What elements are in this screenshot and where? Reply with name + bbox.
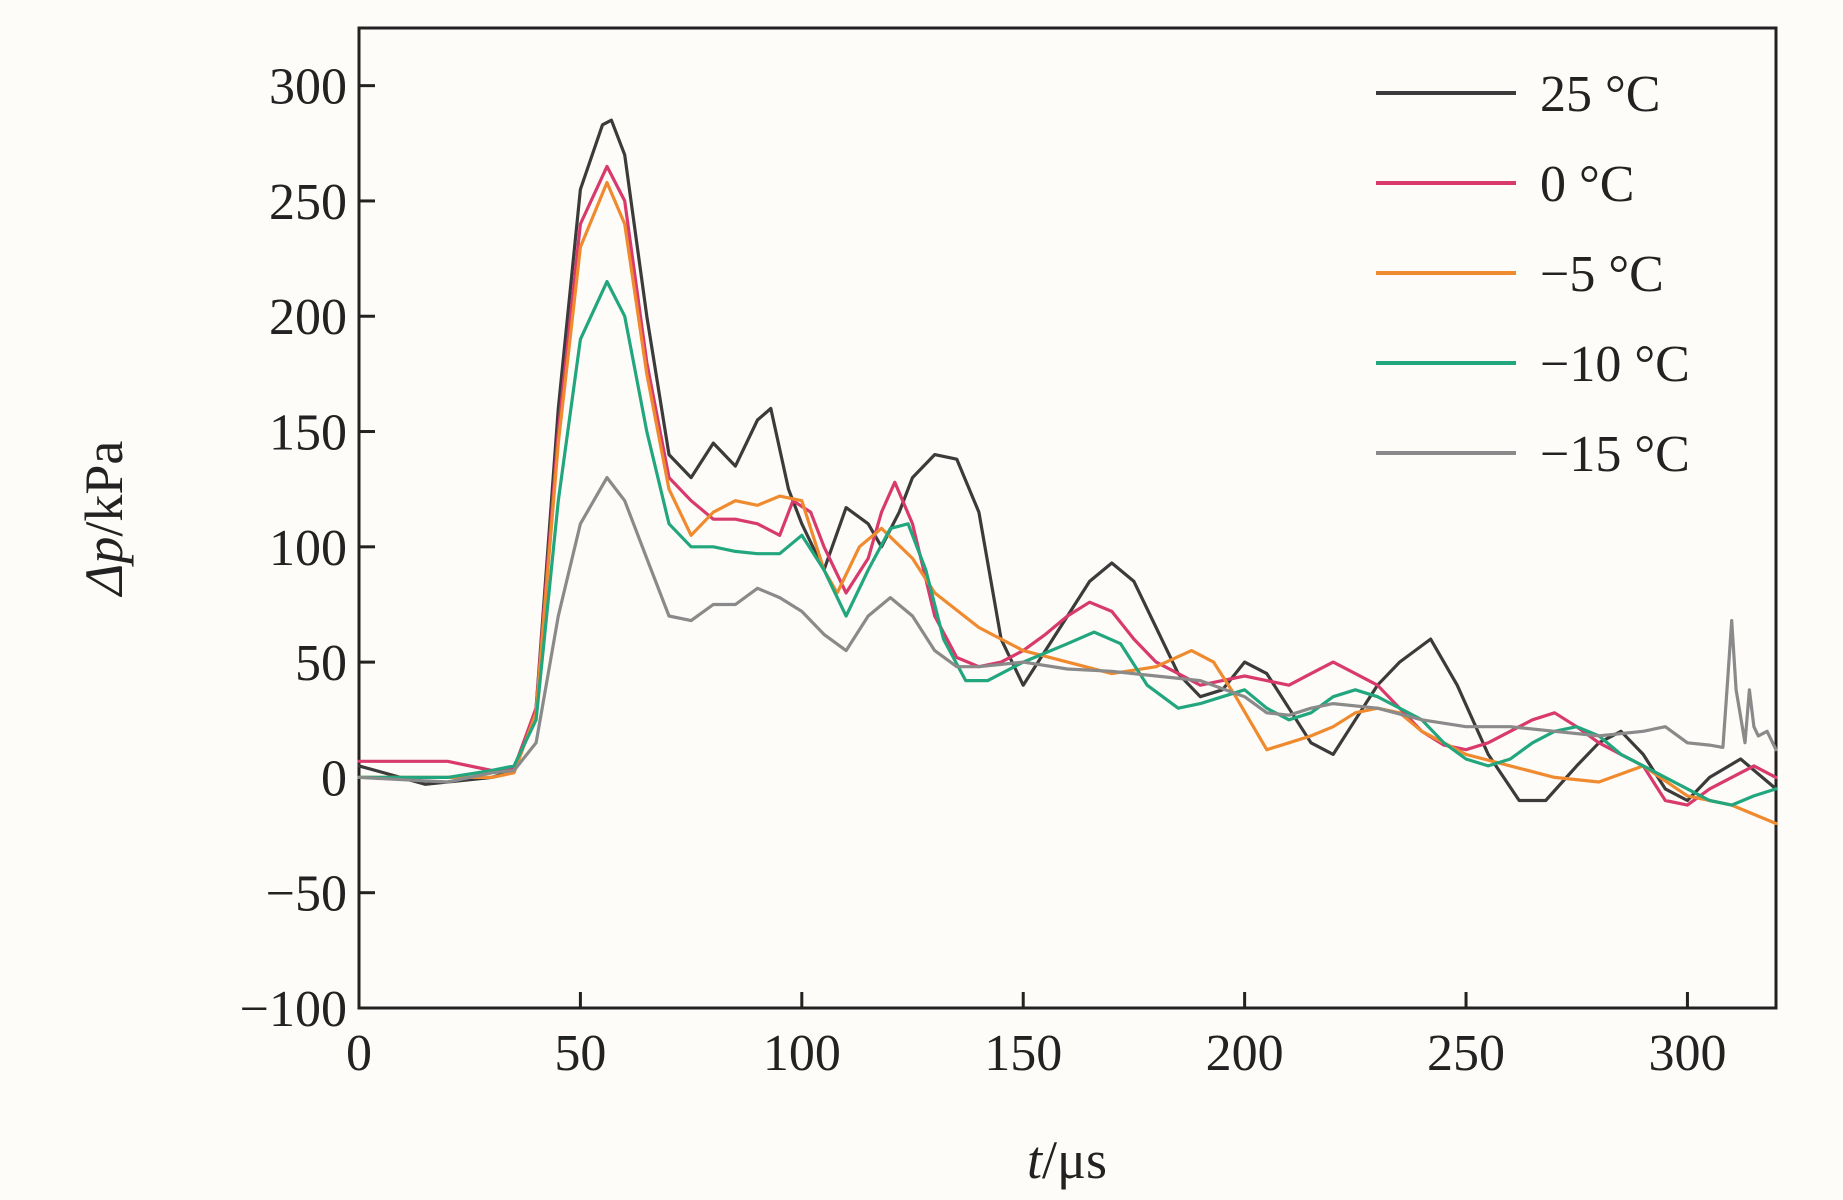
- x-tick-label: 150: [984, 1025, 1062, 1082]
- plot-frame: [357, 26, 1778, 1010]
- x-tick-label: 0: [346, 1025, 372, 1082]
- x-tick-label: 300: [1648, 1025, 1726, 1082]
- x-tick-label: 50: [554, 1025, 606, 1082]
- y-tick-label: −50: [266, 866, 347, 923]
- series-line-0: [357, 118, 1778, 803]
- legend-label: 0 °C: [1540, 156, 1634, 213]
- y-tick-label: 200: [269, 289, 347, 346]
- y-axis-ticks: −100 −50 0 50 100 150 200 250 300: [240, 59, 375, 1038]
- x-axis-label-unit: /μs: [1042, 1130, 1107, 1190]
- x-axis-label: t/μs: [1027, 1130, 1107, 1190]
- legend-label: −15 °C: [1540, 426, 1690, 483]
- series-group: [357, 118, 1778, 826]
- x-tick-label: 100: [763, 1025, 841, 1082]
- y-axis-label: Δp/kPa: [74, 441, 134, 598]
- y-tick-label: 50: [295, 635, 347, 692]
- x-axis-ticks: 0 50 100 150 200 250 300: [346, 992, 1726, 1082]
- legend-label: −5 °C: [1540, 246, 1664, 303]
- y-tick-label: 100: [269, 520, 347, 577]
- x-axis-label-var: t: [1027, 1130, 1044, 1190]
- series-line-3: [357, 280, 1778, 807]
- legend-label: −10 °C: [1540, 336, 1690, 393]
- x-tick-label: 250: [1427, 1025, 1505, 1082]
- y-tick-label: 150: [269, 405, 347, 462]
- series-line-2: [357, 180, 1778, 826]
- y-tick-label: 250: [269, 174, 347, 231]
- y-tick-label: −100: [240, 981, 347, 1038]
- legend-label: 25 °C: [1540, 66, 1660, 123]
- series-line-1: [357, 164, 1778, 807]
- y-tick-label: 300: [269, 59, 347, 116]
- legend: 25 °C 0 °C −5 °C −10 °C −15 °C: [1376, 66, 1690, 483]
- x-tick-label: 200: [1206, 1025, 1284, 1082]
- y-axis-label-unit: /kPa: [74, 441, 134, 537]
- y-axis-label-var: Δp: [74, 537, 134, 598]
- y-tick-label: 0: [321, 750, 347, 807]
- series-line-4: [357, 476, 1778, 784]
